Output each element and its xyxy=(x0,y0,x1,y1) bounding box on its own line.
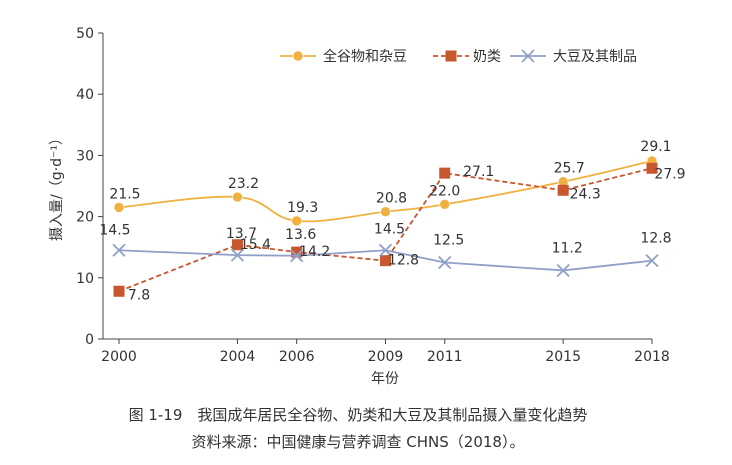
data-label: 15.4 xyxy=(240,237,271,253)
series-1 xyxy=(113,162,658,297)
data-point-circle xyxy=(291,215,302,227)
data-point-cross xyxy=(112,243,126,257)
data-label: 22.0 xyxy=(429,183,460,199)
series-0 xyxy=(113,155,658,227)
x-tick-label: 2000 xyxy=(101,349,137,365)
data-point-square xyxy=(557,184,569,196)
y-tick-label: 30 xyxy=(76,148,94,164)
y-axis-label: 摄入量/（g·d⁻¹） xyxy=(49,131,65,241)
data-label: 24.3 xyxy=(570,186,601,202)
y-tick-label: 40 xyxy=(76,87,94,103)
data-label: 25.7 xyxy=(554,161,585,177)
data-label: 12.8 xyxy=(640,231,671,247)
legend: 全谷物和杂豆 奶类 大豆及其制品 xyxy=(280,48,637,65)
cross-stroke xyxy=(378,243,393,257)
data-point-circle xyxy=(439,199,451,210)
data-point-circle xyxy=(113,202,125,213)
data-label: 14.2 xyxy=(299,244,330,260)
data-label: 21.5 xyxy=(109,186,140,202)
data-label: 7.8 xyxy=(128,287,150,303)
data-point-circle xyxy=(232,191,243,203)
x-axis-label: 年份 xyxy=(371,371,399,387)
legend-item-2: 大豆及其制品 xyxy=(510,49,637,65)
cross-stroke xyxy=(290,249,304,263)
y-tick-label: 0 xyxy=(85,332,94,348)
data-labels: 21.523.219.320.8 22.025.729.17.815.4 14.21… xyxy=(99,139,685,303)
x-tick-label: 2011 xyxy=(427,349,463,365)
legend-label: 奶类 xyxy=(473,49,501,65)
x-tick-label: 2006 xyxy=(279,349,315,365)
data-point-square xyxy=(445,50,457,62)
data-label: 12.8 xyxy=(388,253,419,269)
data-point-cross xyxy=(290,249,304,263)
data-label: 14.5 xyxy=(99,222,130,238)
cross-stroke xyxy=(230,248,245,262)
legend-label: 大豆及其制品 xyxy=(553,49,637,65)
data-label: 23.2 xyxy=(228,176,259,192)
legend-item-1: 奶类 xyxy=(433,49,501,65)
data-point-cross xyxy=(645,254,659,268)
data-label: 12.5 xyxy=(433,233,464,249)
figure-source: 资料来源：中国健康与营养调查 CHNS（2018）。 xyxy=(191,433,525,451)
cross-stroke xyxy=(521,49,535,63)
data-point-square xyxy=(113,285,125,297)
x-tick-label: 2009 xyxy=(368,349,404,365)
data-point-circle xyxy=(292,50,304,62)
data-point-cross xyxy=(438,255,452,270)
data-point-square xyxy=(291,246,303,258)
data-point-cross xyxy=(521,49,535,63)
data-point-cross xyxy=(378,243,393,257)
data-label: 14.5 xyxy=(374,221,405,237)
y-tick-label: 20 xyxy=(76,210,94,226)
x-tick-label: 2018 xyxy=(634,349,670,365)
data-label: 19.3 xyxy=(287,200,318,216)
data-point-cross xyxy=(556,263,570,278)
data-point-square xyxy=(439,167,451,179)
data-point-square xyxy=(231,239,243,251)
data-label: 29.1 xyxy=(640,139,671,155)
x-tick-label: 2015 xyxy=(545,349,581,365)
data-point-square xyxy=(380,255,391,267)
data-label: 13.6 xyxy=(285,227,316,243)
data-label: 27.9 xyxy=(654,166,685,182)
data-point-square xyxy=(646,162,658,174)
axes: 0 10 20 30 40 50 2000 2004 2006 2009 2011 2015 2018 年… xyxy=(76,26,670,387)
cross-stroke xyxy=(556,263,570,278)
y-tick-label: 50 xyxy=(76,26,94,42)
series-layer xyxy=(112,155,659,297)
data-label: 13.7 xyxy=(226,226,257,242)
cross-stroke xyxy=(112,243,126,257)
legend-item-0: 全谷物和杂豆 xyxy=(280,48,407,65)
line-chart: 0 10 20 30 40 50 2000 2004 2006 2009 2011 2015 2018 年… xyxy=(76,26,685,387)
data-label: 27.1 xyxy=(463,164,494,180)
legend-label: 全谷物和杂豆 xyxy=(323,48,407,65)
series-2 xyxy=(112,243,659,278)
figure-caption: 图 1-19 我国成年居民全谷物、奶类和大豆及其制品摄入量变化趋势 xyxy=(128,406,588,424)
data-point-circle xyxy=(380,206,391,218)
data-point-cross xyxy=(230,248,245,262)
y-tick-label: 10 xyxy=(76,271,94,287)
cross-stroke xyxy=(645,254,659,268)
x-tick-label: 2004 xyxy=(220,349,256,365)
data-label: 20.8 xyxy=(376,191,407,207)
data-label: 11.2 xyxy=(552,240,583,256)
cross-stroke xyxy=(438,255,452,270)
